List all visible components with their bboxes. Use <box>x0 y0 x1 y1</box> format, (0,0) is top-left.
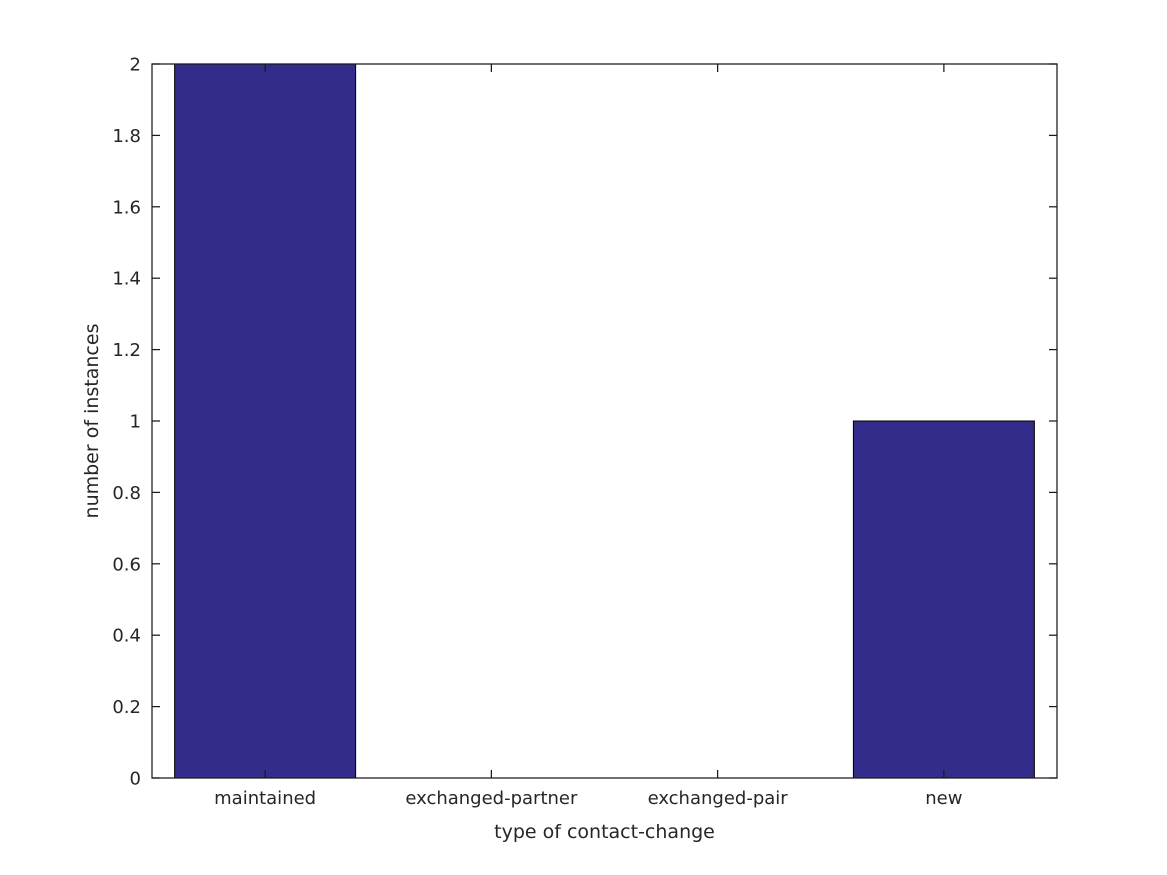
tick-labels-group: 0 0.2 0.4 0.6 0.8 1 1.2 1.4 1.6 1.8 2 maintained exc… <box>112 55 962 810</box>
x-tick-label: exchanged-pair <box>648 788 789 809</box>
y-tick-label: 1.6 <box>112 197 141 218</box>
x-tick-label: maintained <box>214 788 316 809</box>
y-tick-label: 2 <box>130 55 141 76</box>
y-tick-label: 0.8 <box>112 483 141 504</box>
y-tick-label: 1.8 <box>112 126 141 147</box>
y-tick-label: 1.2 <box>112 340 141 361</box>
y-tick-label: 1.4 <box>112 269 141 290</box>
y-tick-label: 0.2 <box>112 697 141 718</box>
axis-ticks-group <box>152 63 1057 779</box>
x-tick-label: new <box>925 788 962 809</box>
bar-new <box>852 420 1035 779</box>
y-axis-title: number of instances <box>81 324 103 519</box>
y-tick-label: 0.4 <box>112 626 141 647</box>
bars-group <box>174 63 1035 779</box>
y-tick-label: 0.6 <box>112 554 141 575</box>
y-tick-label: 1 <box>130 412 141 433</box>
x-tick-label: exchanged-partner <box>405 788 578 809</box>
y-tick-label: 0 <box>130 769 141 790</box>
x-axis-title: type of contact-change <box>494 821 715 843</box>
bar-maintained <box>174 63 357 779</box>
